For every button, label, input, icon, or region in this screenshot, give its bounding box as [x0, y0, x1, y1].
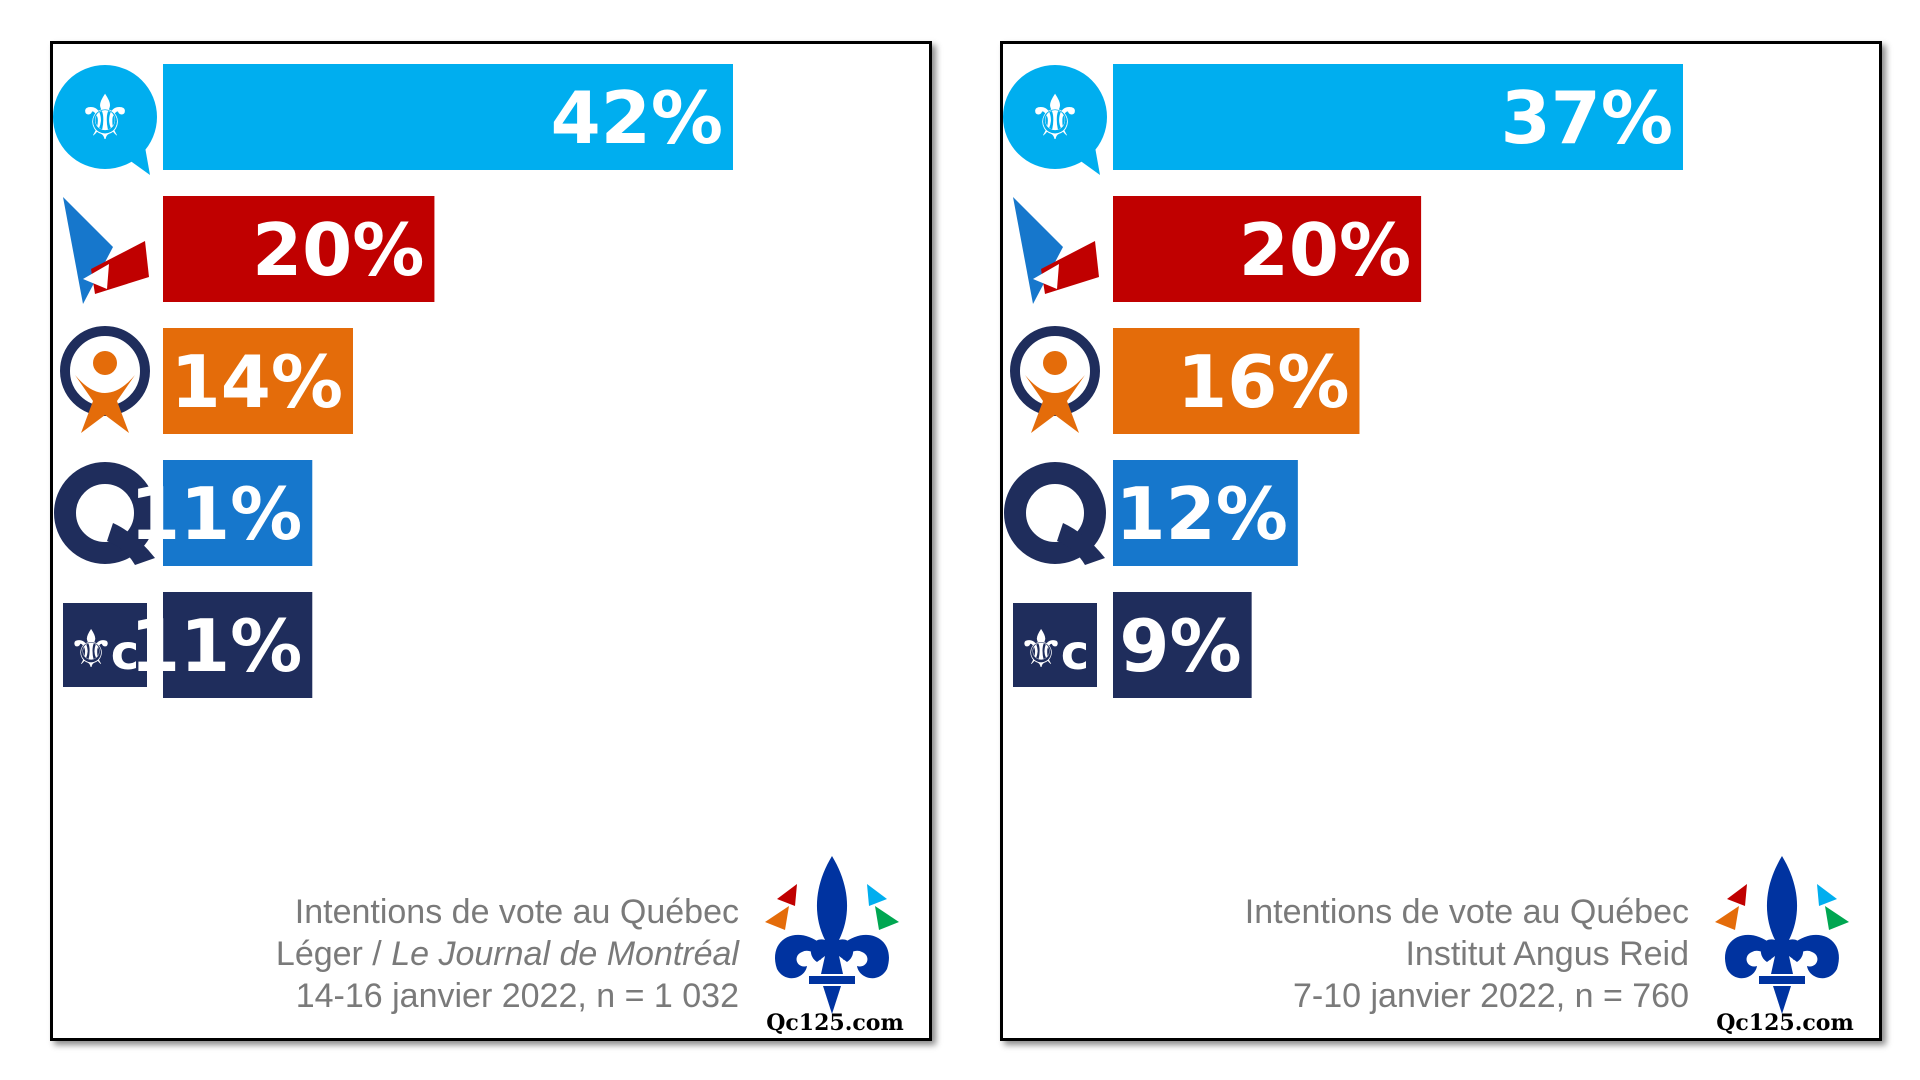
bar-caq — [1113, 64, 1683, 170]
bar-plq — [163, 196, 435, 302]
pq-icon — [1004, 462, 1106, 565]
bar-chart: ⚜ 42%20%14%11%⚜c11% — [53, 64, 733, 698]
bar-pcq — [1113, 592, 1252, 698]
bar-value-label: 42% — [551, 76, 723, 160]
caption-dates: 14-16 janvier 2022, n = 1 032 — [295, 977, 739, 1015]
caption-source: Léger / Le Journal de Montréal — [276, 933, 739, 975]
chart-panel-leger: ⚜ 42% 20% 14% 11% ⚜ c 11% Intentions de vote au… — [50, 41, 932, 1041]
caption-source-a: Institut Angus Reid — [1405, 935, 1689, 973]
bar-value-label: 20% — [1239, 208, 1411, 292]
qc125-fleur-de-lis-logo — [1715, 856, 1849, 1014]
bar-value-label: 9% — [1119, 604, 1241, 688]
svg-text:⚜: ⚜ — [77, 81, 133, 154]
bar-value-label: 11% — [130, 604, 302, 688]
qc125-logo-text: Qc125.com — [1716, 1010, 1854, 1036]
caption-title: Intentions de vote au Québec — [294, 893, 739, 931]
caq-icon: ⚜ — [1003, 65, 1107, 175]
svg-text:⚜: ⚜ — [68, 620, 115, 680]
bar-qs — [1113, 328, 1360, 434]
plq-icon — [1013, 197, 1099, 304]
caption-source-b: Le Journal de Montréal — [391, 935, 739, 973]
caption-title: Intentions de vote au Québec — [1244, 893, 1689, 931]
caption-source-a: Léger / — [275, 935, 392, 973]
chart-caption: Intentions de vote au Québec Institut An… — [1245, 891, 1689, 1017]
bar-plq — [1113, 196, 1422, 302]
qs-icon — [1010, 326, 1100, 433]
bar-value-label: 37% — [1501, 76, 1673, 160]
bar-value-label: 14% — [171, 340, 343, 424]
bar-value-label: 20% — [252, 208, 424, 292]
bar-caq — [163, 64, 733, 170]
qc125-logo-text: Qc125.com — [766, 1010, 904, 1036]
qc125-fleur-de-lis-logo — [765, 856, 899, 1014]
bar-value-label: 12% — [1116, 472, 1288, 556]
caption-dates: 7-10 janvier 2022, n = 760 — [1292, 977, 1689, 1015]
chart-caption: Intentions de vote au Québec Léger / Le … — [276, 891, 739, 1017]
bar-qs — [163, 328, 353, 434]
bar-pcq — [163, 592, 313, 698]
caption-source: Institut Angus Reid — [1245, 933, 1689, 975]
chart-panel-angus-reid: ⚜ 37% 20% 16% 12% ⚜ c 9% Intentions de vote au … — [1000, 41, 1882, 1041]
bar-value-label: 11% — [130, 472, 302, 556]
qs-icon — [60, 326, 150, 433]
pq-icon — [54, 462, 156, 565]
pcq-icon: ⚜c — [63, 603, 147, 687]
bar-pq — [163, 460, 313, 566]
pcq-icon: ⚜c — [1013, 603, 1097, 687]
caq-icon: ⚜ — [53, 65, 157, 175]
bar-chart: ⚜ 37%20%16%12%⚜c 9% — [1003, 64, 1683, 698]
bar-value-label: 16% — [1177, 340, 1349, 424]
bar-pq — [1113, 460, 1298, 566]
svg-text:⚜: ⚜ — [1018, 620, 1065, 680]
svg-text:c: c — [1061, 625, 1089, 681]
svg-text:c: c — [111, 625, 139, 681]
plq-icon — [63, 197, 149, 304]
svg-text:⚜: ⚜ — [1027, 81, 1083, 154]
